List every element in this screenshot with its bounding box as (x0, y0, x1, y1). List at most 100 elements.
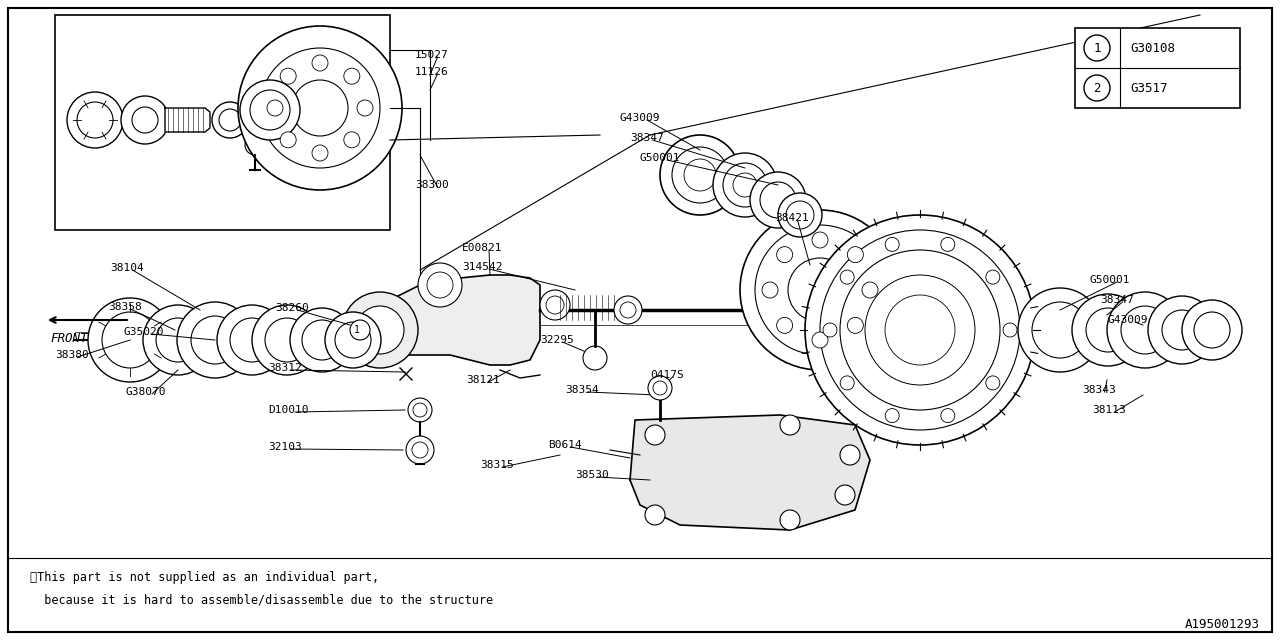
Text: 15027: 15027 (415, 50, 449, 60)
Circle shape (645, 505, 666, 525)
Circle shape (886, 408, 899, 422)
Circle shape (406, 436, 434, 464)
Text: 38300: 38300 (415, 180, 449, 190)
Circle shape (357, 100, 372, 116)
Text: D10010: D10010 (268, 405, 308, 415)
Text: G43009: G43009 (1108, 315, 1148, 325)
Circle shape (413, 403, 428, 417)
Text: 32103: 32103 (268, 442, 302, 452)
Circle shape (884, 295, 955, 365)
Circle shape (291, 308, 355, 372)
Text: G3517: G3517 (1130, 81, 1167, 95)
Text: 38104: 38104 (110, 263, 143, 273)
Circle shape (408, 398, 433, 422)
Circle shape (280, 68, 296, 84)
Text: G38070: G38070 (125, 387, 165, 397)
Text: 0417S: 0417S (650, 370, 684, 380)
Circle shape (302, 320, 342, 360)
Text: 38354: 38354 (564, 385, 599, 395)
Circle shape (102, 312, 157, 368)
Circle shape (672, 147, 728, 203)
Circle shape (805, 215, 1036, 445)
Text: 38380: 38380 (55, 350, 88, 360)
Text: 2: 2 (1093, 81, 1101, 95)
Circle shape (260, 48, 380, 168)
Text: 314542: 314542 (462, 262, 503, 272)
Bar (1075, 28, 1240, 108)
Circle shape (786, 201, 814, 229)
Circle shape (740, 210, 900, 370)
Circle shape (67, 92, 123, 148)
Text: 38121: 38121 (466, 375, 499, 385)
Circle shape (812, 332, 828, 348)
Circle shape (132, 107, 157, 133)
Circle shape (356, 306, 404, 354)
Text: G43009: G43009 (620, 113, 660, 123)
Text: 38315: 38315 (480, 460, 513, 470)
Text: 38347: 38347 (630, 133, 664, 143)
Circle shape (750, 172, 806, 228)
Circle shape (847, 317, 863, 333)
Text: 38530: 38530 (575, 470, 609, 480)
Text: 32295: 32295 (540, 335, 573, 345)
Circle shape (177, 302, 253, 378)
Text: ※This part is not supplied as an individual part,: ※This part is not supplied as an individ… (29, 572, 379, 584)
Circle shape (250, 139, 261, 151)
Circle shape (335, 322, 371, 358)
Text: 1: 1 (1093, 42, 1101, 54)
Text: FRONT: FRONT (50, 332, 87, 344)
Circle shape (823, 323, 837, 337)
Circle shape (325, 312, 381, 368)
Text: G50001: G50001 (1091, 275, 1130, 285)
Circle shape (812, 232, 828, 248)
Text: 38312: 38312 (268, 363, 302, 373)
Text: 38347: 38347 (1100, 295, 1134, 305)
Circle shape (88, 298, 172, 382)
Circle shape (349, 320, 370, 340)
Circle shape (777, 317, 792, 333)
Circle shape (1084, 75, 1110, 101)
Text: 1: 1 (355, 325, 360, 335)
Text: G35020: G35020 (124, 327, 165, 337)
Circle shape (412, 442, 428, 458)
Circle shape (847, 246, 863, 262)
Text: G30108: G30108 (1130, 42, 1175, 54)
Circle shape (547, 296, 564, 314)
Text: 38113: 38113 (1092, 405, 1125, 415)
Circle shape (788, 258, 852, 322)
Circle shape (820, 230, 1020, 430)
Circle shape (1107, 292, 1183, 368)
Circle shape (762, 282, 778, 298)
Circle shape (645, 425, 666, 445)
Circle shape (941, 408, 955, 422)
Circle shape (312, 55, 328, 71)
Circle shape (312, 145, 328, 161)
Circle shape (1194, 312, 1230, 348)
Circle shape (614, 296, 643, 324)
Circle shape (840, 270, 854, 284)
Circle shape (244, 135, 265, 155)
Circle shape (780, 415, 800, 435)
Circle shape (212, 102, 248, 138)
Circle shape (344, 68, 360, 84)
Polygon shape (165, 108, 210, 132)
Circle shape (238, 26, 402, 190)
Circle shape (723, 163, 767, 207)
Circle shape (122, 96, 169, 144)
Circle shape (143, 305, 212, 375)
Circle shape (1162, 310, 1202, 350)
Circle shape (428, 272, 453, 298)
Circle shape (620, 302, 636, 318)
Circle shape (1085, 308, 1130, 352)
Circle shape (419, 263, 462, 307)
Circle shape (156, 318, 200, 362)
Circle shape (252, 305, 323, 375)
Circle shape (648, 376, 672, 400)
Circle shape (77, 102, 113, 138)
Circle shape (835, 485, 855, 505)
Circle shape (986, 376, 1000, 390)
Circle shape (778, 193, 822, 237)
Circle shape (1073, 294, 1144, 366)
Polygon shape (630, 415, 870, 530)
Circle shape (760, 182, 796, 218)
